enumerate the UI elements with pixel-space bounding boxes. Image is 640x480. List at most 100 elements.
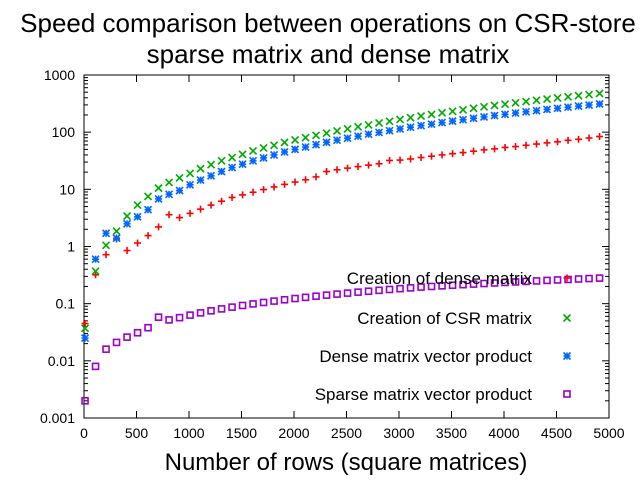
data-point [407,155,415,163]
y-tick-label: 10 [59,181,75,197]
data-point [574,275,583,283]
data-point [102,345,110,353]
legend: Creation of dense matrix Creation of CSR … [315,269,572,404]
y-tick-label: 1000 [44,67,75,83]
data-point [448,281,457,290]
data-point [480,146,488,154]
data-point [385,117,394,126]
data-point [511,98,520,107]
data-point [563,103,573,112]
data-point [406,113,415,122]
data-point [165,316,173,324]
data-point [386,156,394,164]
data-point [186,311,194,319]
data-point [333,166,341,174]
data-point [427,282,436,291]
data-point [416,121,426,130]
data-point [511,108,520,118]
data-point [585,134,593,142]
data-point [101,229,111,238]
data-point [385,126,394,135]
data-point [595,99,604,109]
data-point [584,90,594,99]
data-point [542,105,552,114]
data-point [395,115,405,124]
y-tick-label: 0.001 [40,410,75,426]
data-point [554,138,562,146]
data-point [133,328,142,337]
data-point [301,142,310,152]
data-point [491,145,499,153]
data-point [458,115,468,124]
x-tick-label: 5000 [593,425,624,441]
data-point [80,324,90,333]
x-tick-label: 500 [125,425,149,441]
data-point [249,300,257,308]
data-point [375,286,383,295]
data-point [290,145,300,154]
data-point [521,107,531,116]
data-point [217,156,226,165]
data-point [406,123,415,132]
data-point [501,143,509,151]
data-point [396,156,404,164]
y-tick-label: 1 [67,239,75,255]
data-point [575,135,583,143]
data-point [248,146,258,155]
data-point [365,161,373,169]
data-point [122,212,132,221]
data-point [501,278,509,287]
x-tick-label: 4000 [488,425,519,441]
data-point [416,112,426,121]
data-point [186,209,194,217]
data-point [144,323,152,332]
data-point [206,160,216,169]
data-point [218,197,226,205]
data-point [154,184,163,193]
data-point [532,277,541,285]
data-point [217,305,226,313]
data-point [553,93,562,103]
data-point [91,255,100,264]
x-tick-label: 1000 [173,425,204,441]
data-point [322,138,331,147]
data-point [417,154,425,162]
data-point [164,178,174,187]
data-point [512,143,520,151]
data-point [595,89,604,98]
data-point [543,276,551,285]
data-point [144,232,152,240]
data-point [228,303,236,311]
data-point [543,139,551,147]
data-point [290,135,300,145]
data-point [374,128,384,137]
data-point [428,152,436,160]
data-point [437,108,447,117]
data-point [343,134,352,143]
data-point [249,188,257,196]
data-point [143,205,153,214]
data-point [133,201,142,210]
data-points [80,89,604,405]
data-point [207,201,215,209]
data-point [112,234,121,243]
data-point [596,132,604,140]
data-point [533,140,541,148]
data-point [280,295,289,304]
y-tick-label: 100 [52,124,76,140]
data-point [584,100,594,110]
data-point [280,138,289,147]
data-point [500,100,510,109]
data-point [343,124,352,133]
data-point [175,186,184,195]
data-point [353,122,363,131]
data-point [458,105,468,114]
data-point [123,333,131,341]
data-point [574,91,583,100]
legend-marker [562,351,572,361]
x-tick-label: 1500 [226,425,257,441]
data-point [417,283,425,291]
data-point [269,141,279,150]
legend-label: Creation of CSR matrix [357,309,532,328]
data-point [238,150,247,159]
